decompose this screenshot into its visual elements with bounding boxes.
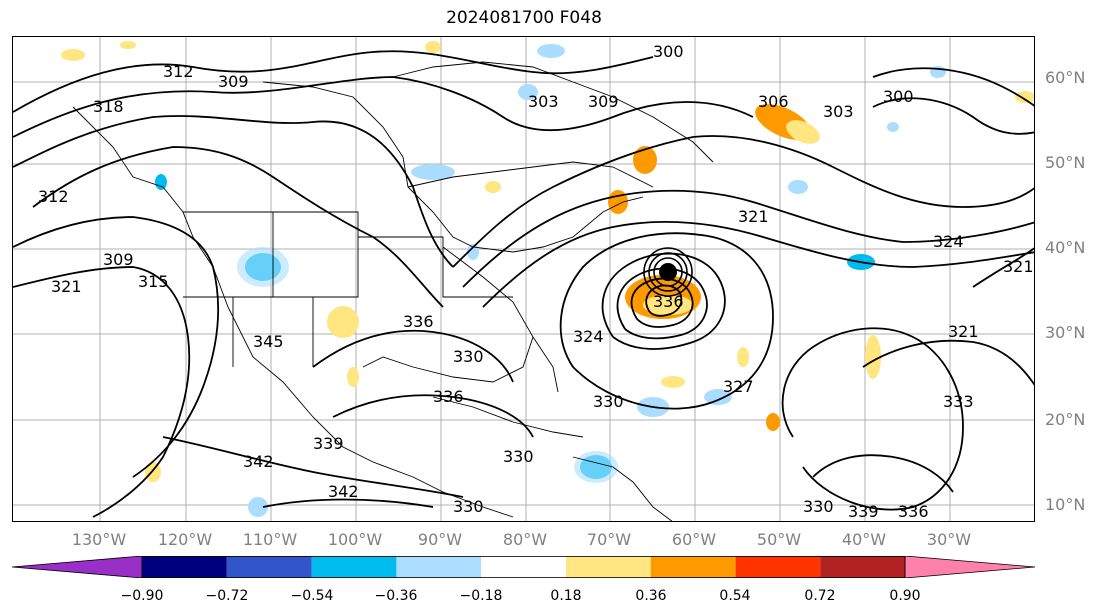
contour-label: 336 <box>653 292 684 311</box>
colorbar-segment <box>820 556 906 578</box>
lon-label: 90°W <box>417 530 463 549</box>
colorbar-tick: 0.72 <box>804 588 836 604</box>
colorbar-tick: −0.36 <box>374 588 418 604</box>
theta-contours <box>13 50 1034 518</box>
contour-label: 321 <box>51 277 82 296</box>
map-canvas: 300 300 303 303 306 309 309 309 312 312 … <box>13 37 1034 521</box>
hurricane-rings <box>643 247 693 297</box>
contour-label: 312 <box>38 187 69 206</box>
colorbar-tick: 0.18 <box>550 588 582 604</box>
lat-label: 50°N <box>1045 153 1086 172</box>
colorbar <box>12 556 1035 578</box>
lon-label: 40°W <box>841 530 887 549</box>
contour-label-layer: 300 300 303 303 306 309 309 309 312 312 … <box>38 42 1034 521</box>
contour-label: 309 <box>103 250 134 269</box>
lon-label: 100°W <box>327 530 383 549</box>
contour-label: 321 <box>948 322 979 341</box>
colorbar-tick: −0.54 <box>290 588 334 604</box>
colorbar-segment <box>481 556 566 578</box>
lat-label: 10°N <box>1045 495 1086 514</box>
contour-label: 318 <box>93 97 124 116</box>
contour-label: 345 <box>253 332 284 351</box>
shaded-patches <box>61 41 1034 517</box>
colorbar-segment <box>226 556 312 578</box>
lon-label: 30°W <box>926 530 972 549</box>
colorbar-tick: 0.54 <box>719 588 751 604</box>
contour-label: 309 <box>588 92 619 111</box>
lon-label: 70°W <box>586 530 632 549</box>
contour-label: 300 <box>653 42 684 61</box>
contour-label: 330 <box>453 497 484 516</box>
colorbar-segment <box>904 556 1035 578</box>
colorbar-tick: −0.72 <box>205 588 249 604</box>
contour-label: 339 <box>848 502 879 521</box>
contour-label: 333 <box>943 392 974 411</box>
colorbar-tick: 0.36 <box>635 588 667 604</box>
map-panel[interactable]: 300 300 303 303 306 309 309 309 312 312 … <box>12 36 1035 522</box>
lon-label: 110°W <box>242 530 298 549</box>
lat-label: 20°N <box>1045 410 1086 429</box>
colorbar-tick: −0.90 <box>120 588 164 604</box>
contour-label: 321 <box>738 207 769 226</box>
map-title: 2024081700 F048 <box>446 8 602 28</box>
colorbar-segment <box>396 556 482 578</box>
lon-label: 60°W <box>671 530 717 549</box>
contour-label: 312 <box>163 62 194 81</box>
contour-label: 342 <box>243 452 274 471</box>
contour-label: 330 <box>593 392 624 411</box>
contour-label: 324 <box>933 232 964 251</box>
colorbar-segment <box>566 556 651 578</box>
contour-label: 306 <box>758 92 789 111</box>
hurricane-core-marker <box>659 263 677 281</box>
contour-label: 330 <box>453 347 484 366</box>
contour-label: 309 <box>218 72 249 91</box>
lon-label: 80°W <box>502 530 548 549</box>
lon-label: 50°W <box>756 530 802 549</box>
colorbar-segment <box>311 556 397 578</box>
lat-label: 60°N <box>1045 68 1086 87</box>
lat-label: 40°N <box>1045 238 1086 257</box>
contour-label: 330 <box>803 497 834 516</box>
coastlines <box>72 61 714 521</box>
contour-label: 330 <box>503 447 534 466</box>
colorbar-tick: 0.90 <box>889 588 921 604</box>
colorbar-segment <box>650 556 736 578</box>
contour-label: 339 <box>313 434 344 453</box>
colorbar-segment <box>735 556 821 578</box>
contour-label: 336 <box>433 387 464 406</box>
contour-label: 324 <box>573 327 604 346</box>
lon-label: 130°W <box>71 530 127 549</box>
contour-label: 300 <box>883 87 914 106</box>
colorbar-segment <box>142 556 227 578</box>
contour-label: 303 <box>823 102 854 121</box>
contour-label: 327 <box>723 377 754 396</box>
colorbar-segment <box>12 556 143 578</box>
contour-label: 303 <box>528 92 559 111</box>
contour-label: 336 <box>403 312 434 331</box>
contour-label: 315 <box>138 272 169 291</box>
contour-label: 342 <box>328 482 359 501</box>
contour-label: 321 <box>1003 257 1034 276</box>
contour-label: 336 <box>898 502 929 521</box>
colorbar-tick: −0.18 <box>459 588 503 604</box>
lat-label: 30°N <box>1045 323 1086 342</box>
lon-label: 120°W <box>157 530 213 549</box>
